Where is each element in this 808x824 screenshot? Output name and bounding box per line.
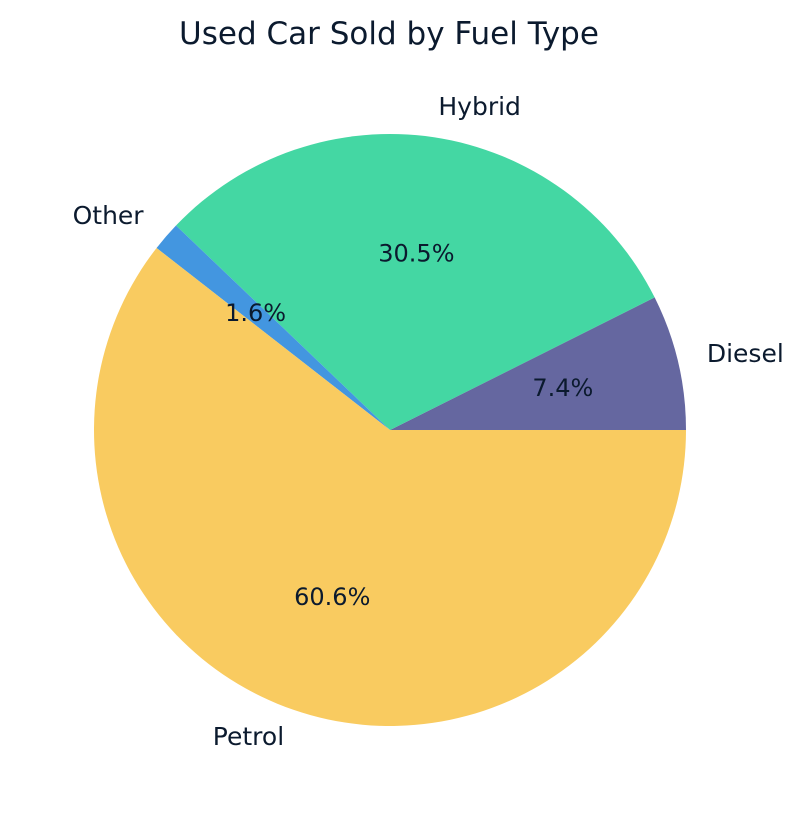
slice-value-label-other: 1.6%: [225, 299, 286, 327]
pie-slices: [93, 134, 687, 727]
slice-label-petrol: Petrol: [213, 722, 284, 751]
chart-title: Used Car Sold by Fuel Type: [179, 16, 599, 52]
slice-label-other: Other: [73, 201, 145, 230]
pie-slice-diesel: [390, 297, 686, 430]
pie-slice-hybrid: [175, 134, 655, 430]
pie-labels: Diesel 7.4% Hybrid 30.5% Other 1.6% Petrol 60.6…: [73, 92, 784, 751]
slice-value-label-petrol: 60.6%: [294, 583, 370, 611]
pie-slice-petrol: [93, 248, 687, 727]
slice-value-label-hybrid: 30.5%: [378, 239, 454, 267]
slice-label-hybrid: Hybrid: [438, 92, 521, 121]
slice-value-label-diesel: 7.4%: [532, 374, 593, 402]
pie-slice-other: [156, 225, 390, 430]
slice-label-diesel: Diesel: [707, 339, 784, 368]
